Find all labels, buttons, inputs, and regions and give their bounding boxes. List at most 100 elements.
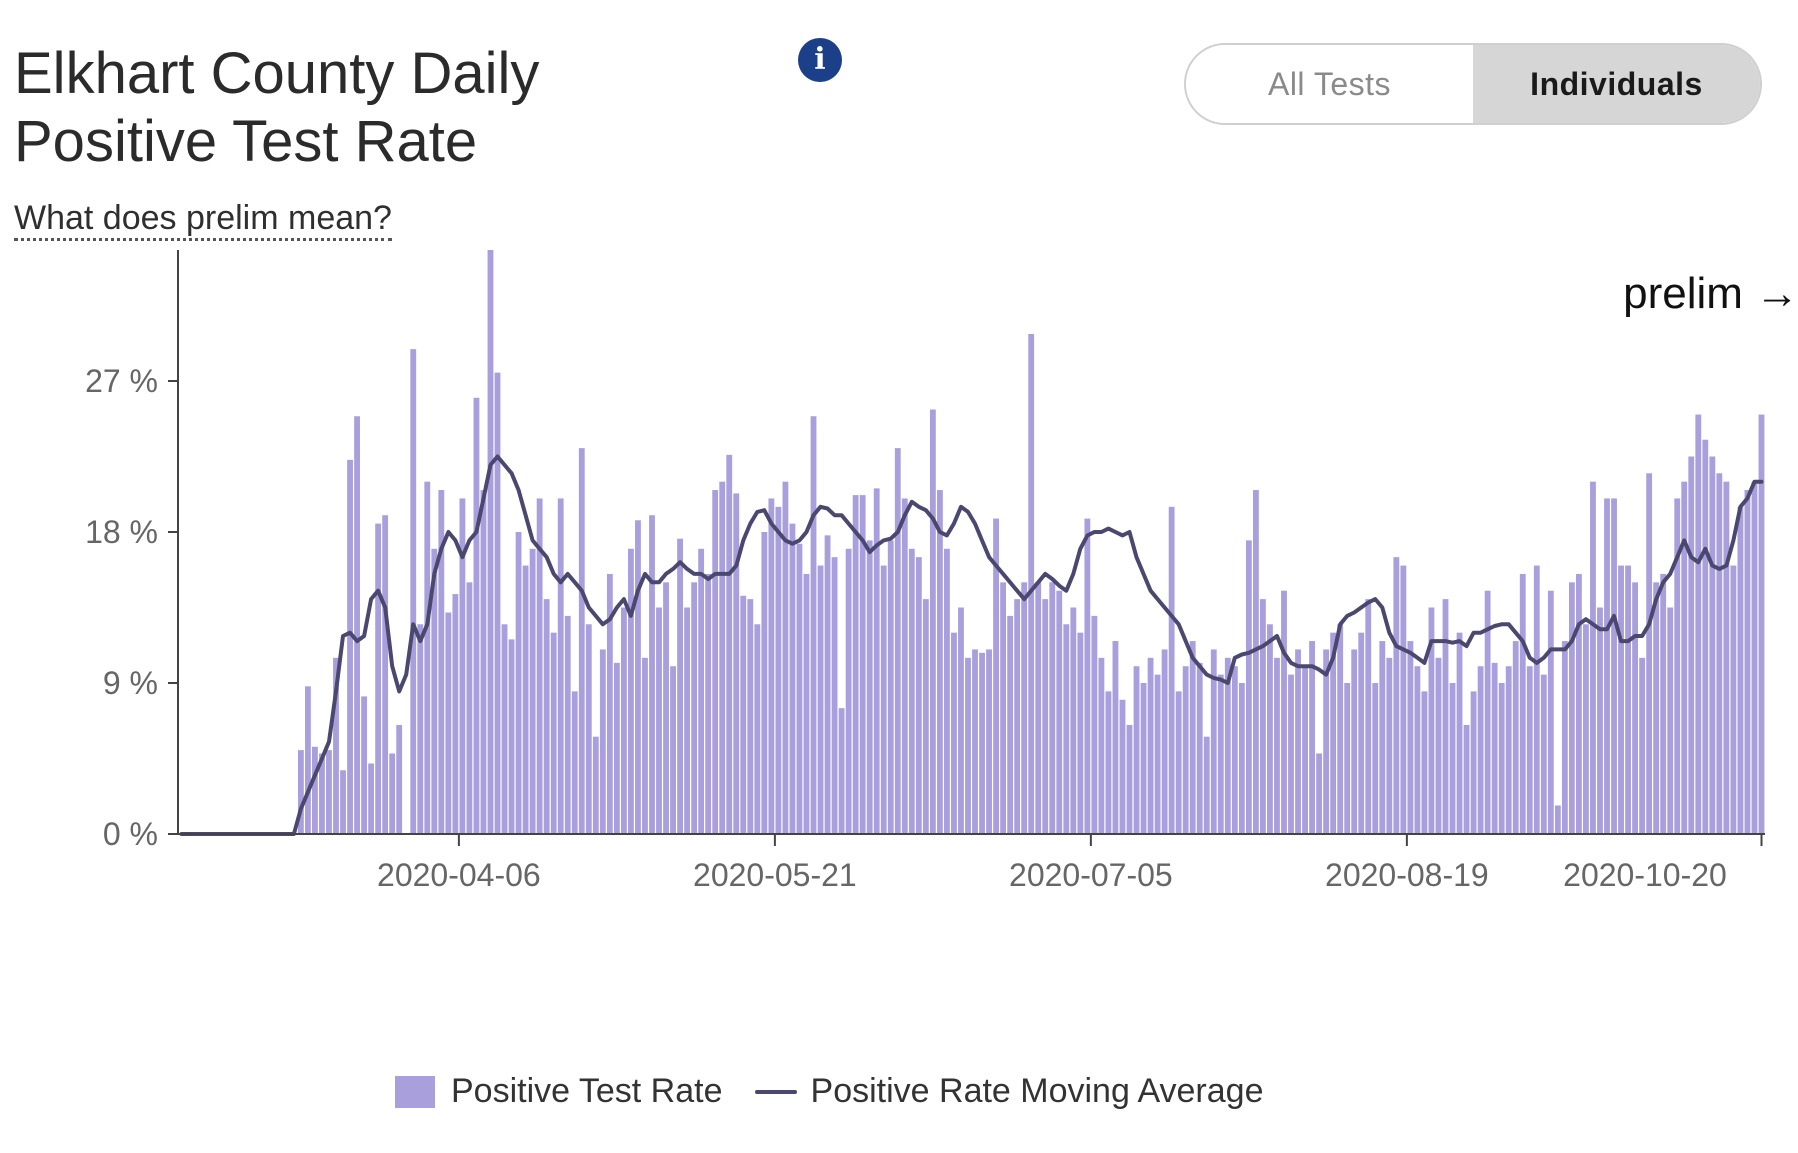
bar <box>1646 473 1653 834</box>
bar <box>417 624 424 834</box>
bar <box>1730 565 1737 834</box>
x-axis-ticks: 2020-04-06 2020-05-21 2020-07-05 2020-08-19… <box>377 834 1763 893</box>
bar <box>1126 724 1133 834</box>
bar <box>347 459 353 834</box>
bar <box>1414 666 1421 834</box>
bar <box>712 490 719 834</box>
bar <box>958 607 964 834</box>
toggle-individuals-button[interactable]: Individuals <box>1473 45 1760 123</box>
bar <box>1224 657 1231 834</box>
bar <box>361 696 367 834</box>
bar <box>824 535 831 834</box>
bar <box>789 523 796 834</box>
bar <box>438 490 445 834</box>
bar <box>375 523 382 834</box>
bar <box>529 548 536 834</box>
bar <box>740 595 747 834</box>
bar <box>628 548 634 834</box>
chart-legend: Positive Test Rate Positive Rate Moving … <box>395 1072 1295 1111</box>
bar <box>1667 607 1674 834</box>
bar <box>1021 582 1028 834</box>
bar <box>698 548 705 834</box>
bar <box>304 686 311 834</box>
bar <box>1105 691 1112 834</box>
bar <box>466 582 473 834</box>
bar <box>1217 674 1224 834</box>
x-tick-label: 2020-08-19 <box>1325 857 1489 893</box>
bar <box>1470 691 1477 834</box>
bar <box>782 481 789 834</box>
bar <box>1000 582 1007 834</box>
bar <box>1702 439 1709 834</box>
bar <box>1618 565 1624 834</box>
legend-item-bars[interactable]: Positive Test Rate <box>395 1072 723 1111</box>
bar <box>1428 607 1435 834</box>
bar <box>445 612 452 834</box>
bar <box>1688 456 1695 834</box>
y-axis-ticks: 0 %9 %18 %27 %36 % <box>85 363 178 852</box>
prelim-help-link[interactable]: What does prelim mean? <box>14 198 392 241</box>
bar <box>550 632 557 834</box>
bar <box>1189 641 1196 834</box>
bar <box>684 607 691 834</box>
bar <box>536 498 543 834</box>
bar <box>1498 683 1505 834</box>
bar <box>1583 624 1589 834</box>
bar <box>677 538 683 834</box>
bar <box>1751 481 1758 834</box>
bar <box>1540 674 1547 834</box>
bar <box>747 599 754 834</box>
x-tick-label: 2020-05-21 <box>693 857 857 893</box>
info-icon[interactable]: i <box>798 38 842 82</box>
bar <box>1611 498 1617 834</box>
bar <box>620 607 627 834</box>
bar <box>796 543 803 834</box>
x-tick-label: 2020-07-05 <box>1009 857 1173 893</box>
bar <box>340 770 346 834</box>
legend-item-line[interactable]: Positive Rate Moving Average <box>754 1072 1263 1111</box>
bar <box>1014 599 1021 834</box>
bar <box>354 416 360 834</box>
positive-rate-chart: 0 %9 %18 %27 %36 % 2020-04-062020-05-212… <box>85 250 1798 893</box>
bar <box>1407 641 1414 834</box>
bar <box>1639 657 1646 834</box>
bar <box>1379 641 1386 834</box>
bar <box>1463 724 1470 834</box>
bar <box>915 557 922 834</box>
bar <box>1196 662 1203 834</box>
bar <box>1119 699 1126 834</box>
legend-bar-swatch <box>395 1075 435 1108</box>
bar <box>803 573 810 834</box>
bar <box>1295 649 1301 834</box>
bar <box>1386 657 1393 834</box>
bar <box>972 649 978 834</box>
bar <box>501 624 508 834</box>
bar <box>761 532 768 834</box>
bar <box>951 632 957 834</box>
bar <box>571 691 578 834</box>
toggle-all-tests-button[interactable]: All Tests <box>1186 45 1473 123</box>
bar <box>1274 657 1280 834</box>
bar <box>656 607 662 834</box>
bar <box>585 624 592 834</box>
bar <box>1695 414 1702 834</box>
bar <box>1561 641 1568 834</box>
bar <box>1547 590 1554 834</box>
test-type-toggle: All Tests Individuals <box>1184 43 1762 125</box>
bar <box>1091 615 1098 834</box>
bar <box>578 448 585 834</box>
bar <box>1737 506 1744 834</box>
bar <box>965 657 971 834</box>
bar <box>424 481 431 834</box>
y-tick-label: 0 % <box>103 816 158 852</box>
bar <box>1210 649 1217 834</box>
bar <box>1056 590 1063 834</box>
bar <box>613 662 620 834</box>
bar <box>1154 674 1161 834</box>
bar <box>1007 615 1014 834</box>
bar-series <box>297 250 1765 834</box>
bar <box>368 763 375 834</box>
bar <box>557 498 564 834</box>
bar <box>635 520 641 834</box>
bar <box>1323 649 1330 834</box>
